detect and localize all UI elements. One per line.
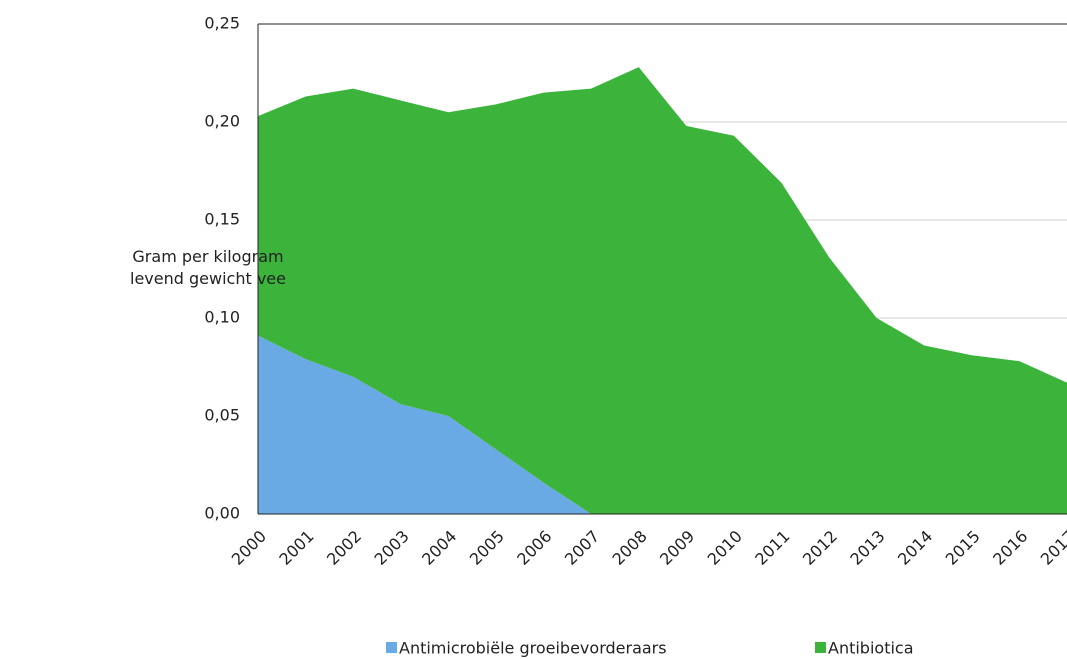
x-tick-label: 2003 [371, 527, 413, 569]
legend-swatch [386, 642, 397, 653]
y-axis-label: Gram per kilogram levend gewicht vee [130, 247, 286, 288]
x-tick-label: 2001 [275, 527, 317, 569]
y-tick-label: 0,10 [204, 308, 240, 327]
x-tick-label: 2007 [561, 527, 603, 569]
x-tick-label: 2016 [989, 527, 1031, 569]
legend-item: Antibiotica [815, 639, 914, 658]
x-tick-label: 2012 [799, 527, 841, 569]
x-tick-label: 2010 [704, 527, 746, 569]
y-tick-label: 0,05 [204, 406, 240, 425]
x-tick-label: 2009 [656, 527, 698, 569]
x-tick-label: 2014 [894, 527, 936, 569]
x-tick-label: 2013 [846, 527, 888, 569]
legend-swatch [815, 642, 826, 653]
y-tick-label: 0,20 [204, 112, 240, 131]
x-tick-label: 2005 [466, 527, 508, 569]
legend-item: Antimicrobiële groeibevorderaars [386, 639, 667, 658]
x-tick-label: 2008 [608, 527, 650, 569]
legend-label: Antimicrobiële groeibevorderaars [399, 639, 667, 658]
x-tick-label: 2002 [323, 527, 365, 569]
x-tick-label: 2000 [228, 527, 270, 569]
x-tick-label: 2004 [418, 527, 460, 569]
area [258, 335, 1067, 514]
x-tick-label: 2017 [1037, 527, 1067, 569]
y-tick-label: 0,25 [204, 14, 240, 33]
x-tick-label: 2015 [942, 527, 984, 569]
x-tick-label: 2006 [513, 527, 555, 569]
y-tick-label: 0,00 [204, 504, 240, 523]
y-tick-label: 0,15 [204, 210, 240, 229]
legend-label: Antibiotica [828, 639, 914, 658]
area [258, 67, 1067, 515]
x-tick-label: 2011 [751, 527, 793, 569]
